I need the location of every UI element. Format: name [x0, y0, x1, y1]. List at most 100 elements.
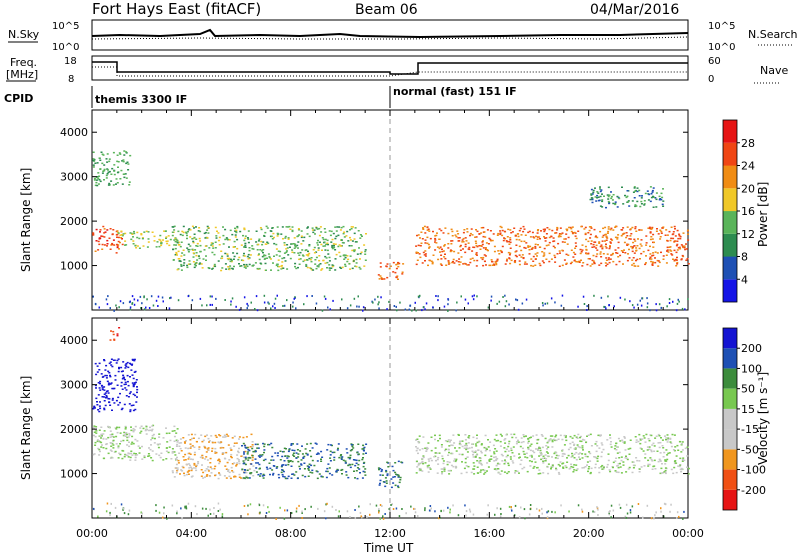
heatmap-cell [599, 435, 602, 437]
heatmap-cell [106, 243, 109, 245]
heatmap-cell [590, 194, 593, 196]
heatmap-cell [609, 510, 611, 513]
heatmap-cell [240, 244, 243, 246]
heatmap-cell [666, 441, 669, 443]
heatmap-cell [150, 439, 153, 441]
heatmap-cell [645, 244, 648, 246]
heatmap-cell [534, 461, 537, 463]
heatmap-cell [669, 510, 671, 513]
heatmap-cell [547, 244, 550, 246]
heatmap-cell [659, 441, 662, 444]
heatmap-cell [118, 248, 120, 250]
heatmap-cell [145, 306, 147, 309]
heatmap-cell [565, 466, 568, 469]
heatmap-cell [379, 266, 382, 268]
heatmap-cell [614, 470, 617, 472]
heatmap-cell [361, 448, 364, 450]
heatmap-cell [118, 152, 121, 154]
heatmap-cell [647, 459, 650, 462]
heatmap-cell [128, 184, 131, 186]
heatmap-cell [588, 451, 591, 453]
heatmap-cell [440, 254, 443, 256]
heatmap-cell [93, 179, 96, 181]
heatmap-cell [362, 470, 365, 473]
heatmap-cell [218, 458, 220, 461]
heatmap-cell [132, 243, 135, 245]
heatmap-cell [304, 475, 307, 478]
heatmap-cell [182, 249, 185, 251]
heatmap-cell [660, 251, 662, 254]
heatmap-cell [551, 464, 554, 467]
heatmap-cell [678, 465, 681, 468]
heatmap-cell [650, 193, 653, 195]
heatmap-cell [313, 246, 316, 249]
heatmap-cell [195, 465, 198, 468]
heatmap-cell [465, 471, 468, 474]
heatmap-cell [573, 260, 576, 262]
heatmap-cell [660, 230, 663, 233]
heatmap-cell [529, 455, 532, 457]
heatmap-cell [132, 385, 135, 388]
heatmap-cell [316, 228, 319, 230]
heatmap-cell [500, 250, 503, 253]
heatmap-cell [599, 205, 602, 207]
heatmap-cell [333, 451, 336, 454]
heatmap-cell [593, 294, 595, 297]
heatmap-cell [242, 436, 245, 439]
heatmap-cell [125, 162, 128, 165]
heatmap-cell [648, 446, 651, 448]
heatmap-cell [511, 231, 514, 233]
heatmap-cell [608, 469, 611, 471]
heatmap-cell [98, 179, 101, 181]
heatmap-cell [208, 247, 211, 249]
heatmap-cell [568, 226, 571, 229]
heatmap-cell [275, 264, 278, 267]
heatmap-cell [188, 228, 191, 230]
heatmap-cell [545, 445, 548, 447]
heatmap-cell [474, 443, 477, 445]
heatmap-cell [360, 515, 362, 518]
heatmap-cell [510, 232, 513, 234]
heatmap-cell [204, 458, 207, 460]
heatmap-cell [105, 438, 108, 440]
heatmap-cell [172, 226, 175, 228]
heatmap-cell [455, 450, 458, 452]
heatmap-cell [380, 296, 382, 299]
heatmap-cell [369, 513, 371, 516]
heatmap-cell [235, 305, 237, 308]
heatmap-cell [610, 446, 613, 448]
heatmap-cell [493, 456, 495, 459]
heatmap-cell [98, 369, 101, 371]
heatmap-cell [479, 459, 482, 462]
heatmap-cell [606, 439, 609, 441]
heatmap-cell [504, 237, 507, 240]
heatmap-cell [590, 193, 593, 195]
heatmap-cell [334, 258, 337, 260]
heatmap-cell [112, 229, 115, 231]
heatmap-cell [149, 426, 151, 429]
y-tick-label: 2000 [60, 215, 88, 228]
heatmap-cell [98, 175, 101, 177]
heatmap-cell [277, 452, 279, 454]
heatmap-cell [523, 240, 526, 243]
heatmap-cell [323, 241, 326, 243]
heatmap-cell [622, 227, 625, 229]
heatmap-cell [501, 229, 504, 232]
heatmap-cell [273, 236, 275, 239]
heatmap-cell [599, 195, 602, 198]
heatmap-cell [298, 234, 301, 236]
heatmap-cell [335, 235, 338, 238]
heatmap-cell [251, 245, 254, 247]
heatmap-cell [391, 503, 393, 506]
heatmap-cell [177, 258, 180, 260]
heatmap-cell [334, 237, 337, 240]
heatmap-cell [646, 306, 649, 309]
heatmap-cell [101, 162, 104, 165]
heatmap-cell [242, 460, 245, 462]
heatmap-cell [120, 440, 123, 443]
heatmap-cell [99, 450, 101, 453]
heatmap-cell [132, 409, 135, 412]
heatmap-cell [198, 257, 201, 260]
heatmap-cell [579, 248, 582, 251]
heatmap-cell [628, 466, 631, 469]
